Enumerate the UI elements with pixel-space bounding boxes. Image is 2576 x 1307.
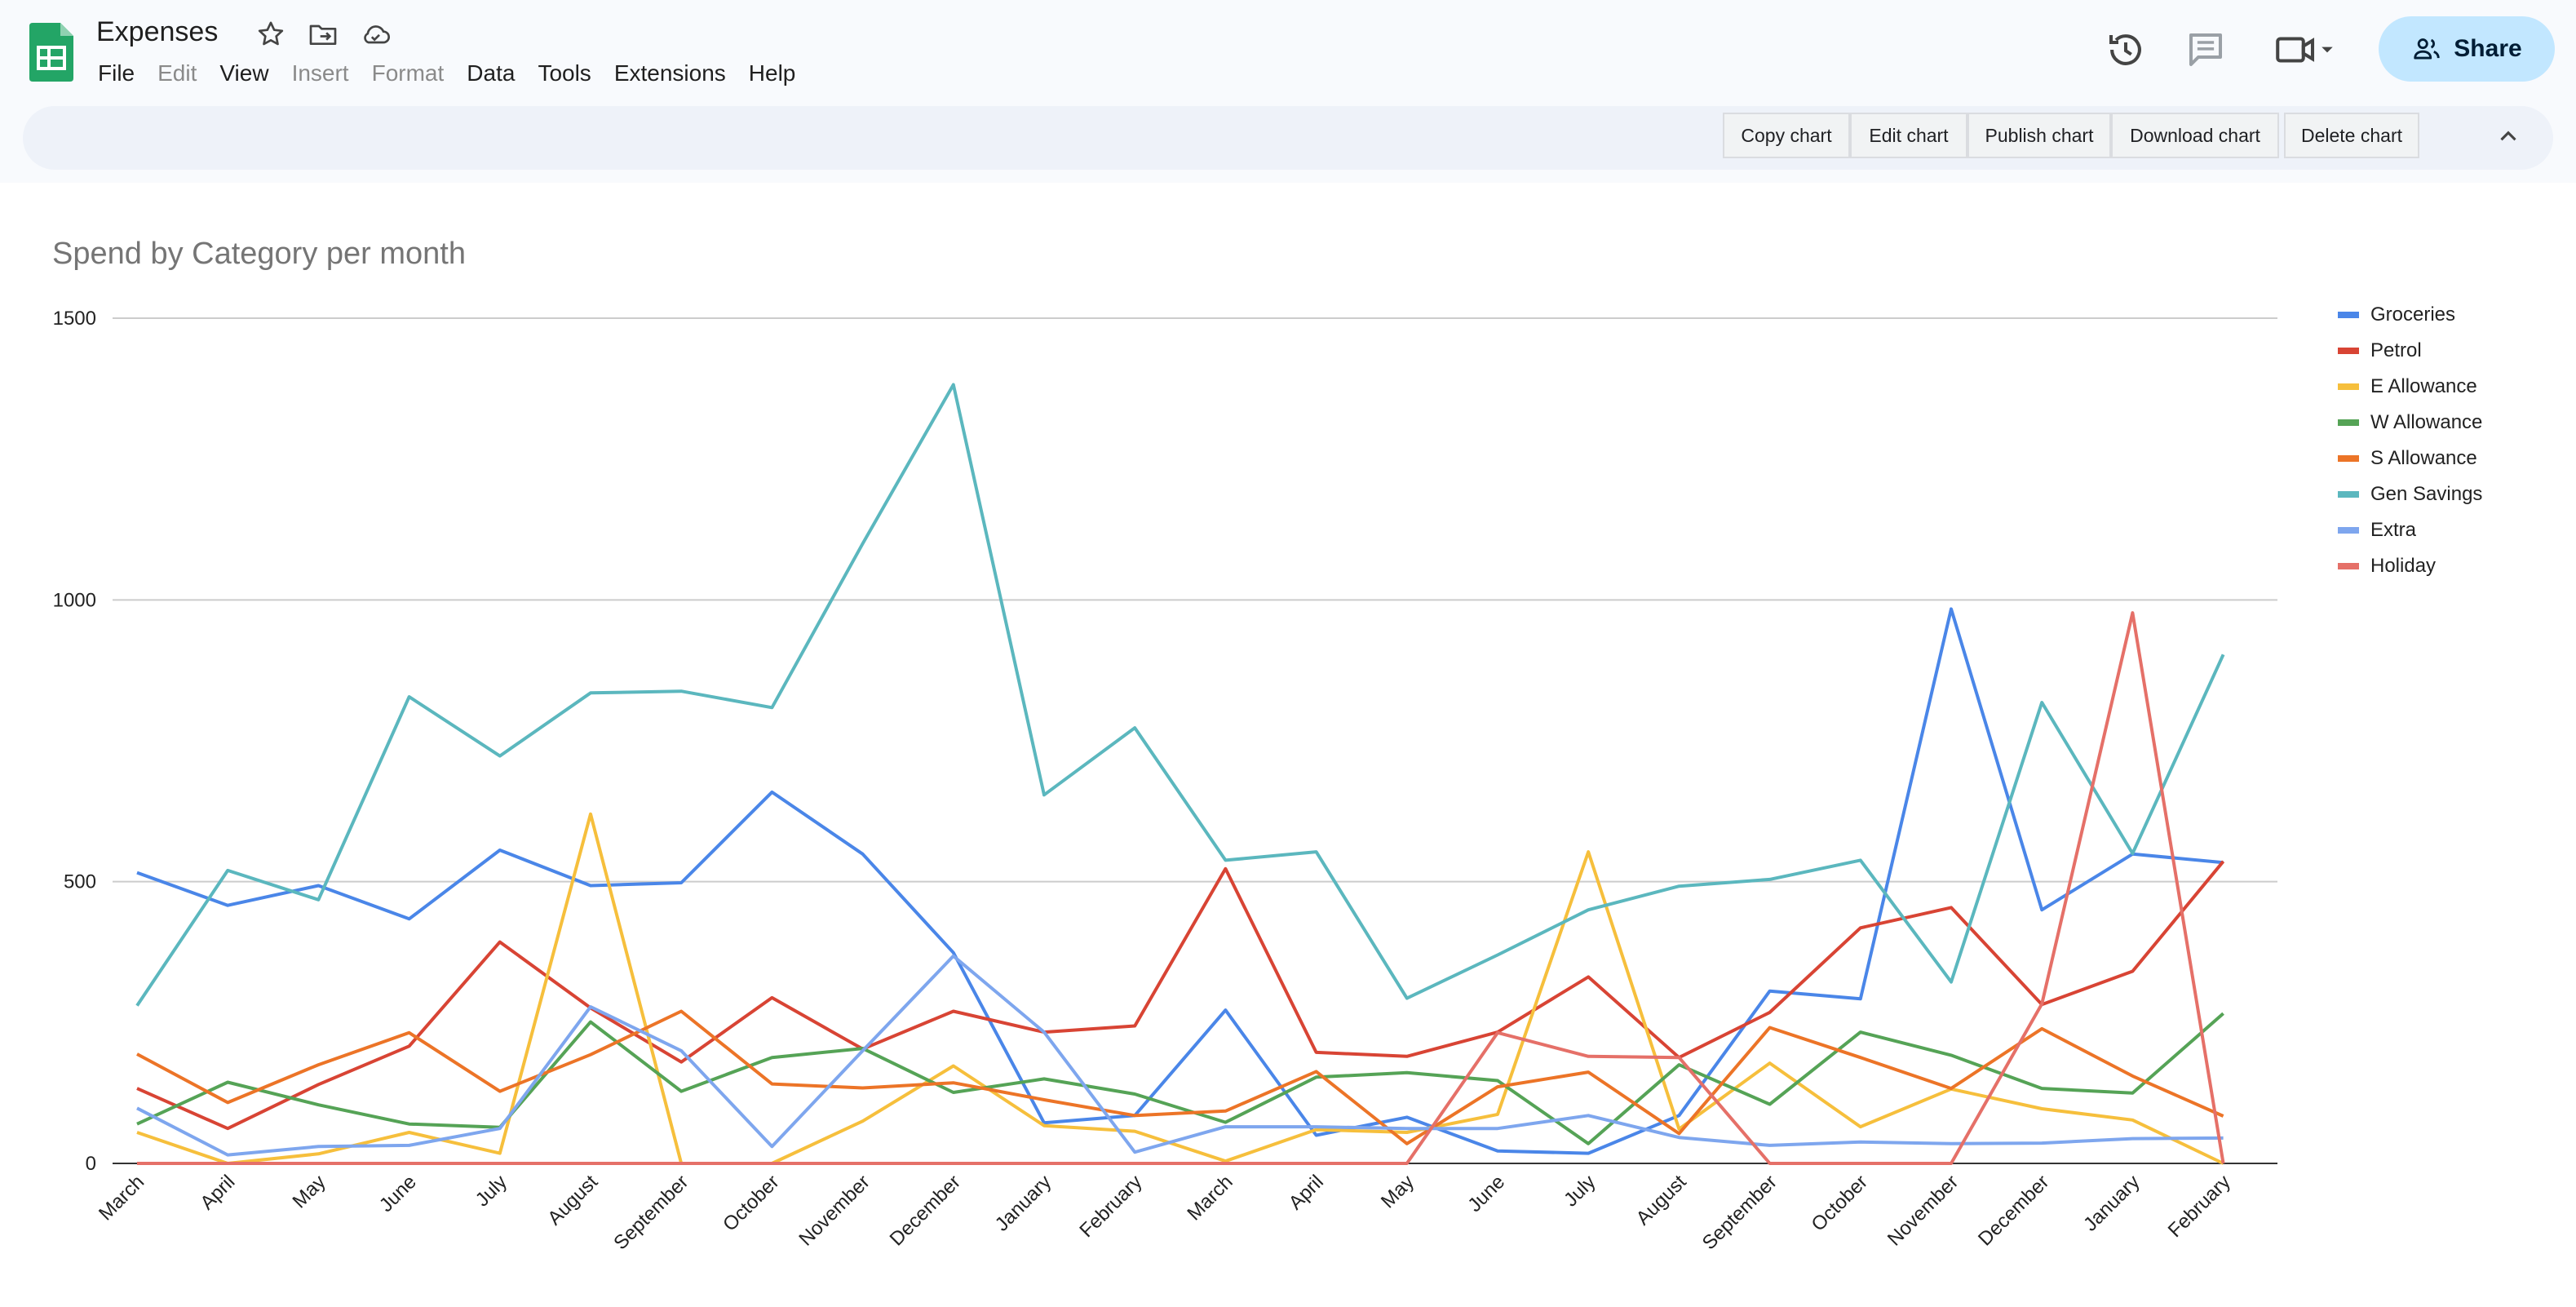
menu-data[interactable]: Data [467, 60, 516, 86]
x-tick-label: November [794, 1171, 874, 1250]
publish-chart-button[interactable]: Publish chart [1967, 113, 2111, 158]
legend-label: Holiday [2370, 555, 2437, 577]
chevron-up-icon[interactable] [2494, 122, 2522, 150]
x-tick-label: September [609, 1171, 693, 1254]
chart-area: Spend by Category per month 0 500 1000 1500… [0, 183, 2576, 1307]
version-history-icon[interactable] [2103, 28, 2149, 72]
x-tick-label: September [1698, 1171, 1782, 1254]
edit-chart-button[interactable]: Edit chart [1850, 113, 1967, 158]
legend-item-extra[interactable]: Extra [2338, 519, 2416, 542]
legend-swatch [2338, 491, 2359, 498]
series-line-extra [136, 954, 2224, 1157]
legend-item-e-allowance[interactable]: E Allowance [2338, 375, 2477, 398]
move-folder-icon[interactable] [307, 18, 339, 51]
chart-toolbar: Copy chart Edit chart Publish chart Down… [23, 106, 2553, 170]
legend-item-w-allowance[interactable]: W Allowance [2338, 411, 2482, 434]
legend-swatch [2338, 527, 2359, 534]
share-button[interactable]: Share [2379, 16, 2555, 82]
meet-video-icon[interactable] [2273, 28, 2338, 72]
x-tick-label: February [1075, 1171, 1146, 1242]
x-tick-label: June [375, 1171, 421, 1216]
legend-label: E Allowance [2370, 375, 2477, 397]
legend-item-s-allowance[interactable]: S Allowance [2338, 447, 2477, 470]
menu-extensions[interactable]: Extensions [613, 60, 726, 86]
legend-swatch [2338, 455, 2359, 462]
legend-item-petrol[interactable]: Petrol [2338, 339, 2422, 362]
cloud-saved-icon[interactable] [359, 18, 392, 51]
x-tick-label: June [1463, 1171, 1509, 1216]
series-line-s-allowance [136, 1009, 2224, 1145]
menu-file[interactable]: File [98, 60, 135, 86]
title-bar: Expenses File Edit View Insert Format Da… [0, 0, 2576, 104]
x-tick-label: January [991, 1171, 1056, 1235]
legend-label: Petrol [2370, 339, 2422, 361]
chart-title: Spend by Category per month [52, 237, 466, 271]
legend-swatch [2338, 563, 2359, 569]
x-tick-label: December [886, 1171, 965, 1250]
series-line-e-allowance [136, 812, 2224, 1165]
series-line-holiday [137, 611, 2225, 1165]
legend-label: Groceries [2370, 303, 2456, 326]
x-tick-label: April [1285, 1171, 1328, 1214]
y-tick-label: 0 [86, 1153, 96, 1175]
delete-chart-button[interactable]: Delete chart [2284, 113, 2419, 158]
x-tick-label: January [2079, 1171, 2144, 1235]
legend-swatch [2338, 312, 2359, 318]
legend-label: Gen Savings [2370, 483, 2483, 505]
legend-item-holiday[interactable]: Holiday [2338, 555, 2436, 578]
x-tick-label: February [2164, 1171, 2235, 1242]
x-tick-label: March [1183, 1171, 1237, 1225]
series-line-w-allowance [136, 1012, 2224, 1145]
x-tick-label: November [1883, 1171, 1963, 1250]
menu-insert[interactable]: Insert [291, 60, 349, 86]
download-chart-button[interactable]: Download chart [2111, 113, 2279, 158]
y-tick-label: 1500 [53, 308, 96, 330]
menu-edit[interactable]: Edit [157, 60, 197, 86]
series-line-gen-savings [135, 383, 2225, 1007]
document-title[interactable]: Expenses [96, 16, 219, 47]
share-label: Share [2454, 35, 2522, 62]
legend-swatch [2338, 383, 2359, 390]
legend-item-groceries[interactable]: Groceries [2338, 303, 2455, 326]
menu-format[interactable]: Format [371, 60, 445, 86]
x-tick-label: July [1560, 1171, 1600, 1211]
y-tick-label: 1000 [53, 589, 96, 611]
legend-swatch [2338, 348, 2359, 354]
legend-label: W Allowance [2370, 411, 2483, 433]
legend-label: S Allowance [2370, 447, 2477, 469]
legend-label: Extra [2370, 519, 2417, 541]
series-line-petrol [136, 860, 2225, 1131]
x-tick-label: May [1377, 1171, 1419, 1212]
x-tick-label: May [288, 1171, 330, 1212]
sheets-logo-icon[interactable] [29, 23, 73, 82]
copy-chart-button[interactable]: Copy chart [1723, 113, 1850, 158]
star-icon[interactable] [255, 18, 287, 51]
x-tick-label: August [543, 1171, 602, 1229]
x-tick-label: December [1974, 1171, 2053, 1250]
menu-bar: File Edit View Insert Format Data Tools … [86, 59, 807, 88]
x-tick-label: October [719, 1171, 783, 1235]
legend-swatch [2338, 419, 2359, 426]
menu-help[interactable]: Help [748, 60, 796, 86]
x-tick-label: July [471, 1171, 511, 1211]
menu-tools[interactable]: Tools [538, 60, 591, 86]
comments-icon[interactable] [2183, 28, 2229, 72]
x-tick-label: April [196, 1171, 239, 1214]
x-tick-label: October [1808, 1171, 1872, 1235]
series-line-groceries [136, 607, 2224, 1155]
legend-item-gen-savings[interactable]: Gen Savings [2338, 483, 2482, 506]
people-icon [2414, 38, 2440, 60]
y-tick-label: 500 [64, 871, 96, 893]
menu-view[interactable]: View [219, 60, 269, 86]
x-tick-label: March [95, 1171, 148, 1225]
x-tick-label: August [1632, 1171, 1691, 1229]
